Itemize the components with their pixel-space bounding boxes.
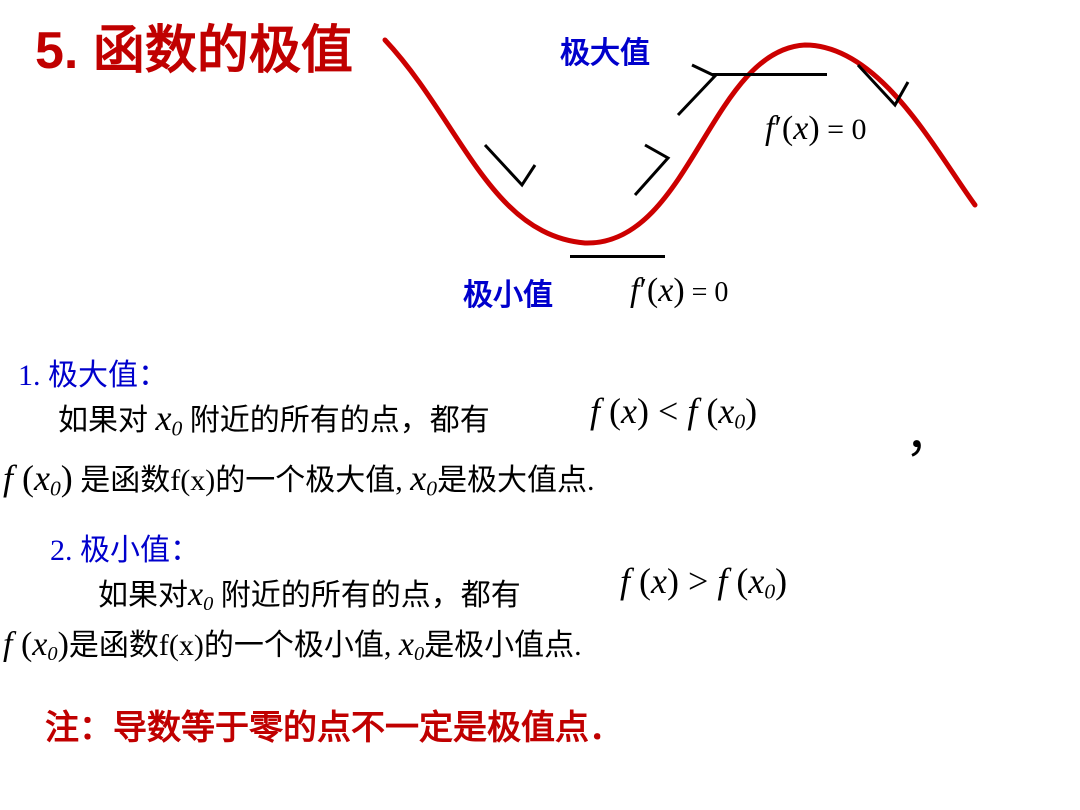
- section-1-line-1: 如果对 x0 附近的所有的点，都有: [58, 395, 490, 441]
- section-1-inequality: f (x) < f (x0): [590, 390, 757, 434]
- text-part: 是极小值点.: [424, 629, 582, 662]
- min-derivative-formula: f′(x) = 0: [630, 272, 728, 310]
- math-sub: 0: [171, 416, 182, 440]
- tangent-max-line: [712, 73, 827, 76]
- section-2-inequality: f (x) > f (x0): [620, 560, 787, 604]
- text-part: 附近的所有的点，都有: [182, 404, 490, 437]
- formula-part: x: [658, 272, 673, 309]
- section-2-title: 2. 极小值：: [50, 525, 200, 569]
- section-2-line-2: f (x0)是函数f(x)的一个极小值, x0是极小值点.: [3, 620, 582, 666]
- section-2-line-1: 如果对x0 附近的所有的点，都有: [98, 570, 521, 616]
- text-part: 如果对: [58, 404, 156, 437]
- text-part: 附近的所有的点，都有: [213, 579, 521, 612]
- page-title: 5. 函数的极值: [35, 8, 353, 83]
- local-max-label: 极大值: [560, 28, 650, 72]
- formula-part: = 0: [685, 277, 729, 308]
- text-part: 是函数f(x)的一个极大值,: [73, 464, 410, 497]
- tangent-min-line: [570, 255, 665, 258]
- max-derivative-formula: f′(x) = 0: [765, 110, 867, 148]
- section-1-title: 1. 极大值：: [18, 350, 168, 394]
- formula-part: x: [793, 110, 808, 147]
- math-x: x: [156, 398, 172, 438]
- footnote: 注：导数等于零的点不一定是极值点．: [45, 700, 623, 749]
- formula-part: ′: [639, 272, 646, 309]
- big-comma: ，: [905, 395, 953, 465]
- local-min-label: 极小值: [463, 270, 553, 314]
- text-part: 如果对: [98, 579, 188, 612]
- section-1-line-2: f (x0) 是函数f(x)的一个极大值, x0是极大值点.: [3, 455, 595, 501]
- text-part: 是函数f(x)的一个极小值,: [69, 629, 399, 662]
- formula-part: = 0: [820, 113, 867, 146]
- formula-part: ′: [774, 110, 781, 147]
- text-part: 是极大值点.: [437, 464, 595, 497]
